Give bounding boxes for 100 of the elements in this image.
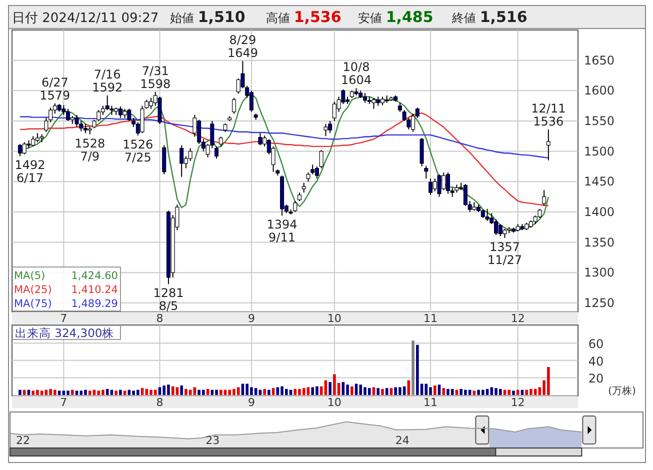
bar xyxy=(193,387,196,395)
candlestick xyxy=(424,165,428,180)
bar xyxy=(372,387,376,395)
bar xyxy=(215,390,218,395)
bar xyxy=(75,390,78,395)
candlestick xyxy=(437,174,442,198)
bar xyxy=(450,388,454,395)
candlestick xyxy=(428,178,433,196)
bar xyxy=(228,390,232,395)
x-tick-label: 7 xyxy=(60,396,68,409)
y-tick-label: 1300 xyxy=(584,266,615,280)
x-tick-label: 23 xyxy=(206,434,220,447)
candlestick xyxy=(372,97,376,110)
candlestick xyxy=(74,114,79,128)
candlestick xyxy=(546,128,550,161)
bar xyxy=(263,388,266,395)
bar xyxy=(236,387,240,395)
candlestick xyxy=(214,146,219,160)
bar xyxy=(376,388,380,395)
candlestick xyxy=(249,90,254,112)
bar xyxy=(433,385,436,395)
bar xyxy=(97,390,100,395)
candlestick xyxy=(502,228,507,239)
bar xyxy=(180,385,183,395)
bar xyxy=(416,344,419,395)
chart-title: 出来高 324,300株 xyxy=(15,326,114,340)
bar xyxy=(123,390,126,395)
bar xyxy=(119,390,122,395)
bar xyxy=(342,382,345,395)
candlestick xyxy=(398,102,402,112)
y-tick-label: 1450 xyxy=(584,174,615,189)
y-tick-label: 1400 xyxy=(584,204,615,219)
bar xyxy=(18,390,22,395)
bar xyxy=(516,390,520,395)
candlestick xyxy=(218,136,223,147)
y-tick-label: 1350 xyxy=(584,235,615,250)
text: 始値 1,510 xyxy=(170,8,246,26)
y-tick-label: 1600 xyxy=(584,84,615,98)
bar xyxy=(80,390,83,395)
annotation: 1281 8/5 xyxy=(153,286,184,314)
annotation: 1,489.29 xyxy=(71,298,118,310)
chart-title: 日付 2024/12/11 09:27 xyxy=(12,11,159,26)
candlestick xyxy=(324,124,328,137)
bar xyxy=(328,382,332,395)
y-tick-label: 1550 xyxy=(584,114,615,128)
text: 高値 1,536 xyxy=(266,8,342,26)
y-tick-label: 20 xyxy=(588,372,604,386)
text: 終値 1,516 xyxy=(451,8,528,26)
x-tick-label: 24 xyxy=(395,434,410,447)
y-tick-label: 1500 xyxy=(584,144,615,158)
annotation: 7/31 1598 xyxy=(140,64,171,91)
bar xyxy=(40,390,44,395)
bar xyxy=(272,388,275,395)
x-tick-label: 22 xyxy=(16,434,30,447)
annotation: 7/16 1592 xyxy=(92,67,123,94)
bar xyxy=(219,390,222,395)
bar xyxy=(140,388,144,395)
annotation: 1,424.60 xyxy=(71,270,118,282)
text: MA(75) xyxy=(14,298,52,310)
bar xyxy=(512,390,515,395)
bar xyxy=(442,388,446,395)
candlestick xyxy=(188,148,192,162)
y-tick-label: 60 xyxy=(588,337,604,352)
bar xyxy=(346,384,349,395)
bar xyxy=(368,388,371,395)
annotation: 10/8 1604 xyxy=(341,60,372,88)
annotation: 1526 7/25 xyxy=(122,138,154,165)
bar xyxy=(438,384,441,395)
bar xyxy=(276,387,280,395)
candlestick xyxy=(232,97,236,114)
candlestick xyxy=(105,94,110,111)
bar xyxy=(158,387,162,395)
candlestick xyxy=(180,144,184,178)
bar xyxy=(145,388,148,395)
x-tick-label: 8 xyxy=(156,312,164,325)
candlestick xyxy=(542,190,546,206)
text: 安値 1,485 xyxy=(358,8,434,26)
annotation: 6/27 1579 xyxy=(40,75,70,102)
annotation: 1528 7/9 xyxy=(74,136,106,164)
annotation: 8/29 1649 xyxy=(227,32,258,60)
y-axis-title: (万株) xyxy=(608,385,636,397)
bar xyxy=(472,390,476,395)
y-tick-label: 1250 xyxy=(584,296,615,310)
candlestick xyxy=(314,166,319,180)
y-tick-label: 40 xyxy=(588,354,604,368)
candlestick xyxy=(319,150,324,169)
candlestick xyxy=(44,116,48,132)
annotation: 1394 9/11 xyxy=(266,218,298,245)
x-tick-label: 9 xyxy=(248,312,255,325)
bar xyxy=(71,390,74,395)
bar xyxy=(66,390,70,395)
bar xyxy=(412,340,414,395)
bar xyxy=(268,390,270,395)
y-tick-label: 1650 xyxy=(584,53,615,68)
bar xyxy=(176,387,179,395)
candlestick xyxy=(485,208,490,222)
bar xyxy=(306,387,310,395)
x-tick-label: 10 xyxy=(327,312,342,325)
x-tick-label: 7 xyxy=(60,312,68,325)
bar xyxy=(254,388,258,395)
